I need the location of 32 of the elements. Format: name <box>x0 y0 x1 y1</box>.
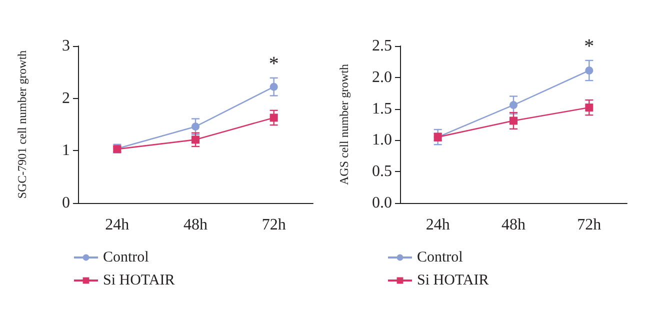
y-axis-title: AGS cell number growth <box>337 64 351 185</box>
point <box>192 122 200 131</box>
point <box>585 66 594 74</box>
y-tick-label: 2.0 <box>372 68 392 86</box>
x-tick-label: 24h <box>426 216 450 234</box>
y-tick-label: 0 <box>62 194 70 212</box>
y-tick-label: 1.0 <box>372 132 392 149</box>
y-tick-label: 0.5 <box>372 163 392 180</box>
x-tick-label: 48h <box>184 216 208 234</box>
x-tick-label: 72h <box>262 216 286 234</box>
y-tick-label: 2 <box>62 90 70 107</box>
x-tick-label: 48h <box>502 216 526 234</box>
annotation: * <box>268 52 279 75</box>
legend-label: Si HOTAIR <box>417 272 489 288</box>
y-tick-label: 1 <box>62 142 70 160</box>
legend-label: Control <box>417 250 463 266</box>
legend-label: Si HOTAIR <box>103 272 175 288</box>
point <box>270 114 278 122</box>
point <box>510 116 518 125</box>
y-axis-title: SGC-7901 cell number growth <box>15 50 29 199</box>
x-tick-label: 24h <box>105 216 130 234</box>
y-tick-label: 3 <box>62 38 70 54</box>
annotation: * <box>584 35 594 58</box>
y-tick-label: 1.5 <box>372 100 392 118</box>
x-tick-label: 72h <box>577 216 602 234</box>
legend-label: Control <box>103 250 149 266</box>
point <box>192 136 200 144</box>
point <box>270 82 278 91</box>
point <box>510 101 518 110</box>
point <box>585 104 594 112</box>
y-tick-label: 2.5 <box>372 38 392 54</box>
y-tick-label: 0.0 <box>372 194 392 212</box>
